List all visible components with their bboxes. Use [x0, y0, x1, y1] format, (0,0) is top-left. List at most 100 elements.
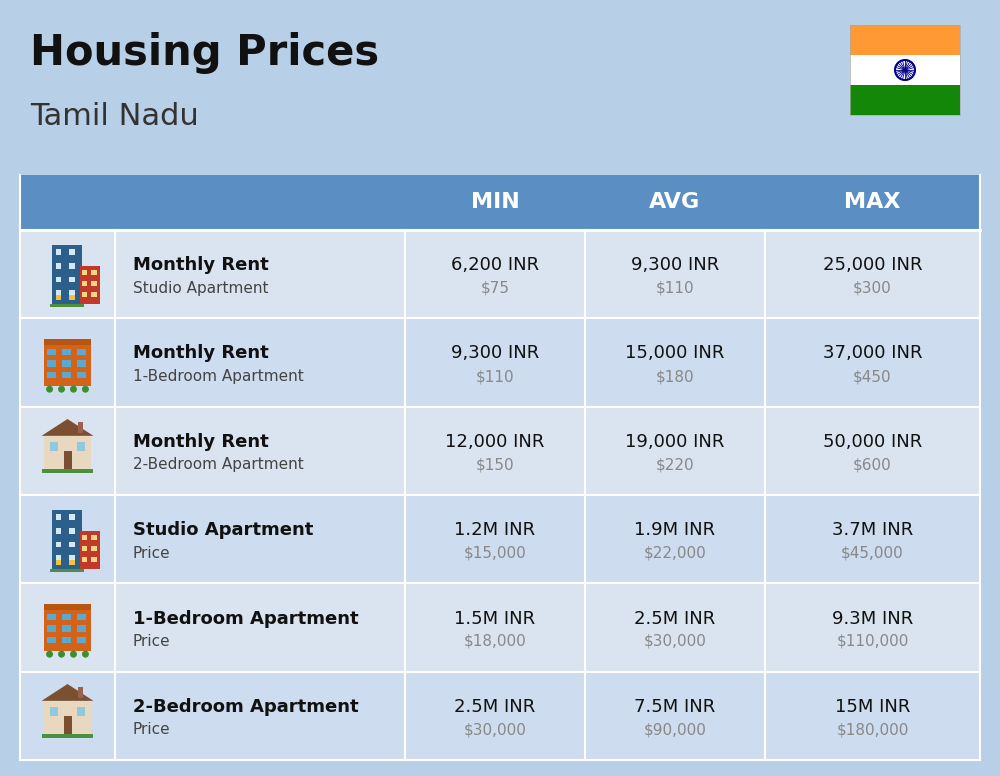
FancyBboxPatch shape: [50, 707, 58, 716]
FancyBboxPatch shape: [91, 546, 97, 551]
Polygon shape: [765, 175, 980, 230]
Text: $180: $180: [656, 369, 694, 384]
FancyBboxPatch shape: [56, 528, 61, 534]
FancyBboxPatch shape: [69, 263, 75, 268]
FancyBboxPatch shape: [47, 372, 56, 378]
FancyBboxPatch shape: [50, 442, 58, 451]
FancyBboxPatch shape: [82, 546, 87, 551]
Text: 15,000 INR: 15,000 INR: [625, 345, 725, 362]
FancyBboxPatch shape: [44, 339, 91, 386]
FancyBboxPatch shape: [56, 276, 61, 282]
FancyBboxPatch shape: [91, 270, 97, 275]
Text: 9,300 INR: 9,300 INR: [451, 345, 539, 362]
Text: Housing Prices: Housing Prices: [30, 32, 379, 74]
Circle shape: [70, 651, 77, 657]
Text: 1-Bedroom Apartment: 1-Bedroom Apartment: [133, 609, 359, 628]
FancyBboxPatch shape: [77, 348, 86, 355]
Text: $15,000: $15,000: [464, 546, 526, 561]
FancyBboxPatch shape: [69, 555, 75, 561]
Circle shape: [82, 386, 89, 393]
Text: $600: $600: [853, 457, 892, 473]
Text: 2.5M INR: 2.5M INR: [454, 698, 536, 715]
FancyBboxPatch shape: [69, 528, 75, 534]
FancyBboxPatch shape: [47, 360, 56, 367]
Text: Monthly Rent: Monthly Rent: [133, 345, 269, 362]
FancyBboxPatch shape: [56, 295, 61, 300]
FancyBboxPatch shape: [77, 625, 86, 632]
FancyBboxPatch shape: [69, 514, 75, 521]
Circle shape: [46, 651, 53, 657]
Text: Studio Apartment: Studio Apartment: [133, 281, 268, 296]
FancyBboxPatch shape: [62, 625, 71, 632]
FancyBboxPatch shape: [77, 360, 86, 367]
FancyBboxPatch shape: [64, 715, 72, 734]
Text: Monthly Rent: Monthly Rent: [133, 256, 269, 274]
Text: 7.5M INR: 7.5M INR: [634, 698, 716, 715]
FancyBboxPatch shape: [44, 605, 91, 610]
FancyBboxPatch shape: [80, 266, 100, 303]
Text: $45,000: $45,000: [841, 546, 904, 561]
FancyBboxPatch shape: [47, 625, 56, 632]
FancyBboxPatch shape: [56, 249, 61, 255]
Text: 1.9M INR: 1.9M INR: [634, 521, 716, 539]
Text: $110,000: $110,000: [836, 634, 909, 649]
Circle shape: [70, 386, 77, 393]
Polygon shape: [850, 55, 960, 85]
Polygon shape: [20, 672, 980, 760]
Text: $450: $450: [853, 369, 892, 384]
FancyBboxPatch shape: [52, 510, 82, 569]
FancyBboxPatch shape: [69, 542, 75, 547]
FancyBboxPatch shape: [44, 436, 91, 469]
Text: MIN: MIN: [471, 192, 519, 213]
Text: $220: $220: [656, 457, 694, 473]
FancyBboxPatch shape: [62, 360, 71, 367]
Text: 2.5M INR: 2.5M INR: [634, 609, 716, 628]
FancyBboxPatch shape: [77, 614, 86, 620]
FancyBboxPatch shape: [42, 469, 93, 473]
FancyBboxPatch shape: [52, 244, 82, 303]
Text: Price: Price: [133, 634, 171, 649]
FancyBboxPatch shape: [78, 687, 83, 698]
FancyBboxPatch shape: [77, 707, 85, 716]
FancyBboxPatch shape: [42, 734, 93, 738]
FancyBboxPatch shape: [91, 535, 97, 540]
Polygon shape: [20, 584, 980, 672]
Text: $18,000: $18,000: [464, 634, 526, 649]
FancyBboxPatch shape: [44, 605, 91, 651]
Polygon shape: [20, 407, 980, 495]
Text: 15M INR: 15M INR: [835, 698, 910, 715]
FancyBboxPatch shape: [82, 270, 87, 275]
FancyBboxPatch shape: [62, 348, 71, 355]
Text: $300: $300: [853, 281, 892, 296]
FancyBboxPatch shape: [82, 535, 87, 540]
Text: 1-Bedroom Apartment: 1-Bedroom Apartment: [133, 369, 304, 384]
Text: $75: $75: [480, 281, 510, 296]
FancyBboxPatch shape: [91, 281, 97, 286]
FancyBboxPatch shape: [82, 293, 87, 297]
Text: MAX: MAX: [844, 192, 901, 213]
Polygon shape: [20, 175, 405, 230]
Circle shape: [58, 386, 65, 393]
FancyBboxPatch shape: [56, 559, 61, 565]
Text: 9,300 INR: 9,300 INR: [631, 256, 719, 274]
Text: $150: $150: [476, 457, 514, 473]
Text: 50,000 INR: 50,000 INR: [823, 433, 922, 451]
FancyBboxPatch shape: [69, 276, 75, 282]
FancyBboxPatch shape: [82, 281, 87, 286]
Polygon shape: [20, 318, 980, 407]
Text: 2-Bedroom Apartment: 2-Bedroom Apartment: [133, 457, 304, 473]
FancyBboxPatch shape: [69, 290, 75, 296]
FancyBboxPatch shape: [62, 372, 71, 378]
Polygon shape: [20, 230, 980, 318]
Text: 12,000 INR: 12,000 INR: [445, 433, 545, 451]
FancyBboxPatch shape: [69, 249, 75, 255]
FancyBboxPatch shape: [91, 293, 97, 297]
Polygon shape: [850, 85, 960, 115]
FancyBboxPatch shape: [44, 701, 91, 734]
Text: Tamil Nadu: Tamil Nadu: [30, 102, 199, 131]
Text: $30,000: $30,000: [464, 722, 526, 737]
Text: 19,000 INR: 19,000 INR: [625, 433, 725, 451]
Polygon shape: [20, 495, 980, 584]
Text: Monthly Rent: Monthly Rent: [133, 433, 269, 451]
Text: 1.2M INR: 1.2M INR: [454, 521, 536, 539]
